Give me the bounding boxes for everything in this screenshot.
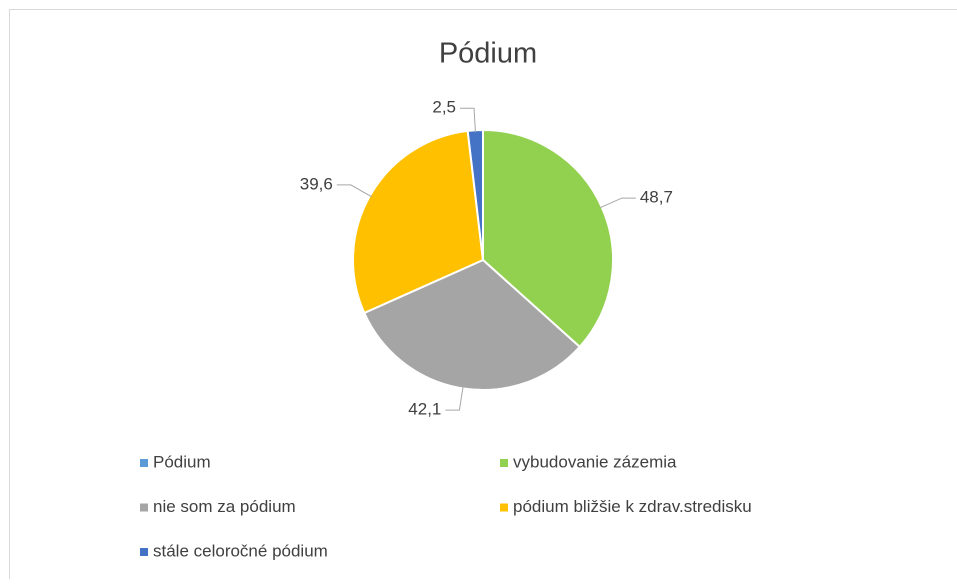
- legend-label: vybudovanie zázemia: [513, 452, 677, 471]
- data-label: 48,7: [640, 188, 673, 207]
- legend-marker: [140, 548, 148, 556]
- legend-label: nie som za pódium: [153, 497, 296, 516]
- chart-title: Pódium: [439, 38, 537, 70]
- legend-marker: [140, 459, 148, 467]
- legend-label: Pódium: [153, 452, 211, 471]
- data-label: 39,6: [300, 174, 333, 193]
- data-label: 2,5: [432, 98, 456, 117]
- legend-label: stále celoročné pódium: [153, 541, 328, 560]
- legend-label: pódium bližšie k zdrav.stredisku: [513, 497, 752, 516]
- legend-marker: [500, 504, 508, 512]
- legend-marker: [500, 459, 508, 467]
- data-label: 42,1: [408, 400, 441, 419]
- legend-marker: [140, 504, 148, 512]
